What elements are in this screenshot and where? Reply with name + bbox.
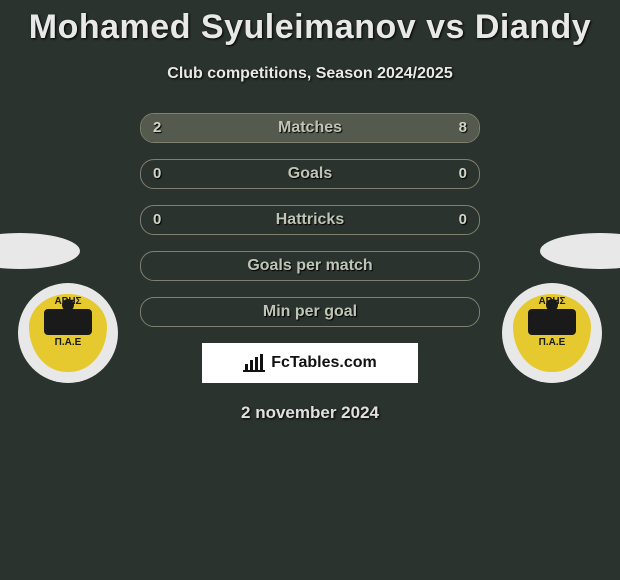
stat-label: Hattricks bbox=[141, 206, 479, 234]
stat-row: Goals per match bbox=[140, 251, 480, 281]
comparison-panel: APHΣ Π.A.E APHΣ Π.A.E Matches28Goals00Ha… bbox=[0, 113, 620, 423]
page-subtitle: Club competitions, Season 2024/2025 bbox=[0, 65, 620, 83]
club-badge-right: APHΣ Π.A.E bbox=[502, 283, 602, 383]
badge-figure-icon bbox=[44, 309, 92, 335]
brand-watermark: FcTables.com bbox=[202, 343, 418, 383]
stat-row: Hattricks0 0 bbox=[140, 205, 480, 235]
stat-value-right: 0 bbox=[459, 160, 467, 188]
stat-value-left: 0 bbox=[153, 160, 161, 188]
badge-left-bottom-text: Π.A.E bbox=[55, 337, 82, 348]
shield-icon: APHΣ Π.A.E bbox=[29, 294, 107, 372]
stat-row: Goals0 0 bbox=[140, 159, 480, 189]
stat-row: Matches2 8 bbox=[140, 113, 480, 143]
club-badge-left: APHΣ Π.A.E bbox=[18, 283, 118, 383]
stat-label: Matches bbox=[141, 114, 479, 142]
page-title: Mohamed Syuleimanov vs Diandy bbox=[0, 0, 620, 47]
bar-chart-icon bbox=[243, 354, 265, 372]
snapshot-date: 2 november 2024 bbox=[0, 403, 620, 423]
stat-value-left: 0 bbox=[153, 206, 161, 234]
shield-icon: APHΣ Π.A.E bbox=[513, 294, 591, 372]
badge-figure-icon bbox=[528, 309, 576, 335]
badge-right-bottom-text: Π.A.E bbox=[539, 337, 566, 348]
stat-label: Min per goal bbox=[141, 298, 479, 326]
stat-value-right: 8 bbox=[459, 114, 467, 142]
stat-value-right: 0 bbox=[459, 206, 467, 234]
stat-label: Goals per match bbox=[141, 252, 479, 280]
stat-value-left: 2 bbox=[153, 114, 161, 142]
brand-text: FcTables.com bbox=[271, 354, 377, 372]
stat-row: Min per goal bbox=[140, 297, 480, 327]
stat-label: Goals bbox=[141, 160, 479, 188]
